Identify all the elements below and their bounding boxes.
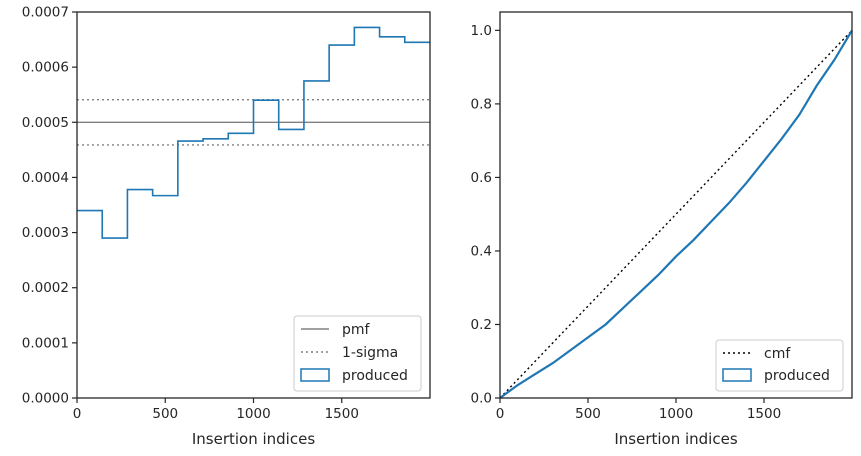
legend-label-pmf: pmf bbox=[342, 322, 371, 338]
left-x-axis-label: Insertion indices bbox=[192, 430, 315, 448]
right-y-tick-label: 0.4 bbox=[471, 243, 492, 259]
legend-label-one-sigma: 1-sigma bbox=[342, 345, 398, 361]
left-y-tick-label: 0.0005 bbox=[22, 115, 69, 131]
produced-histogram-step bbox=[77, 26, 430, 239]
left-legend: pmf 1-sigma produced bbox=[293, 315, 422, 392]
right-x-tick-label: 0 bbox=[496, 406, 505, 422]
right-y-ticks: 0.0 0.2 0.4 0.6 0.8 1.0 bbox=[471, 23, 500, 407]
right-x-tick-label: 500 bbox=[575, 406, 601, 422]
left-x-ticks: 0 500 1000 1500 bbox=[73, 398, 359, 422]
left-x-tick-label: 500 bbox=[152, 406, 178, 422]
right-chart: 0 500 1000 1500 0.0 0.2 0.4 0.6 0.8 1.0 Insertio… bbox=[471, 11, 853, 448]
right-y-tick-label: 0.8 bbox=[471, 96, 492, 112]
left-y-tick-label: 0.0004 bbox=[22, 170, 69, 186]
legend-swatch-produced bbox=[722, 368, 752, 382]
left-y-tick-label: 0.0000 bbox=[22, 391, 69, 407]
right-x-ticks: 0 500 1000 1500 bbox=[496, 398, 781, 422]
legend-label-produced: produced bbox=[342, 368, 408, 384]
left-y-tick-label: 0.0001 bbox=[22, 335, 69, 351]
left-series-group bbox=[77, 26, 430, 239]
left-x-tick-label: 0 bbox=[73, 406, 82, 422]
right-y-tick-label: 0.0 bbox=[471, 391, 492, 407]
right-x-tick-label: 1500 bbox=[747, 406, 781, 422]
left-y-tick-label: 0.0002 bbox=[22, 280, 69, 296]
right-x-axis-label: Insertion indices bbox=[614, 430, 737, 448]
left-x-tick-label: 1500 bbox=[325, 406, 359, 422]
left-legend-box bbox=[293, 315, 422, 392]
left-y-ticks: 0.0000 0.0001 0.0002 0.0003 0.0004 0.0005 0.00… bbox=[22, 5, 77, 407]
right-y-tick-label: 0.6 bbox=[471, 170, 492, 186]
left-y-tick-label: 0.0007 bbox=[22, 5, 69, 21]
legend-label-cmf: cmf bbox=[764, 346, 791, 362]
left-chart: 0 500 1000 1500 0.00000.00010.00020.00030.0… bbox=[22, 5, 431, 448]
left-y-tick-label: 0.0006 bbox=[22, 60, 69, 76]
right-y-tick-label: 0.2 bbox=[471, 317, 492, 333]
legend-swatch-produced bbox=[300, 368, 330, 382]
left-y-tick-label: 0.0003 bbox=[22, 225, 69, 241]
right-y-tick-label: 1.0 bbox=[471, 23, 492, 39]
right-legend: cmf produced bbox=[715, 339, 844, 392]
left-x-tick-label: 1000 bbox=[236, 406, 270, 422]
right-legend-box bbox=[715, 339, 844, 392]
right-x-tick-label: 1000 bbox=[659, 406, 693, 422]
legend-label-produced: produced bbox=[764, 368, 830, 384]
